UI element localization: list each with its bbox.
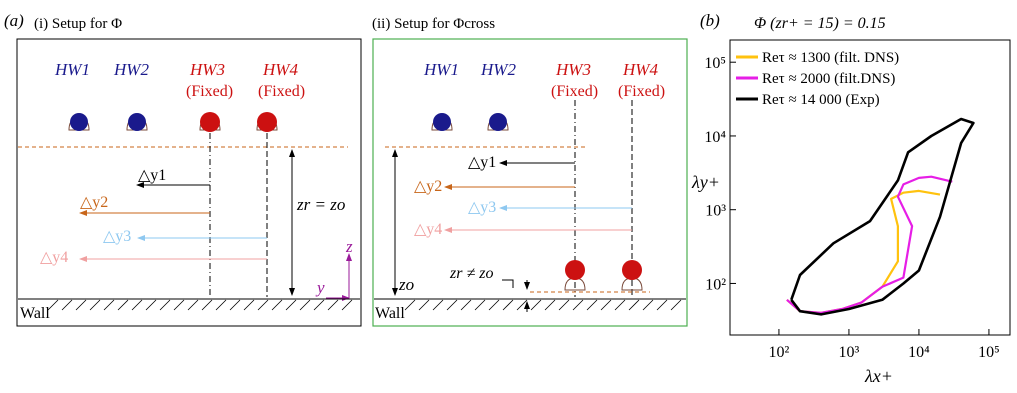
x-axis-label: λx+ <box>864 366 893 386</box>
label-dy4-ii: △y4 <box>414 221 442 238</box>
probe-hw4-ii <box>621 260 643 291</box>
y-tick-label: 10⁴ <box>704 129 726 146</box>
label-axis-z: z <box>345 237 353 256</box>
label-hw4-ii: HW4 <box>622 60 658 79</box>
label-wall-i: Wall <box>20 305 50 322</box>
label-hw2-ii: HW2 <box>480 60 516 79</box>
label-dy3-ii: △y3 <box>468 199 496 216</box>
panel-b-label: (b) <box>700 11 720 30</box>
label-hw2-i: HW2 <box>113 60 149 79</box>
legend-label-1300: Reτ ≈ 1300 (filt. DNS) <box>762 50 899 66</box>
label-zo: zo <box>398 275 414 294</box>
label-fixed4-ii: (Fixed) <box>618 83 665 100</box>
label-zr-neq-zo: zr ≠ zo <box>449 265 493 282</box>
subtitle-ii: (ii) Setup for Φcross <box>372 16 495 32</box>
legend: Reτ ≈ 1300 (filt. DNS) Reτ ≈ 2000 (filt.… <box>736 50 899 108</box>
label-dy1-ii: △y1 <box>468 154 496 171</box>
label-axis-y: y <box>315 278 325 297</box>
x-tick-label: 10⁴ <box>908 344 930 361</box>
probe-hw1-ii <box>431 113 453 131</box>
label-fixed4-i: (Fixed) <box>258 83 305 100</box>
chart-series <box>786 117 975 316</box>
probe-hw2-i <box>126 113 148 131</box>
y-tick-label: 10³ <box>705 203 726 220</box>
probe-hw1-i <box>68 113 90 131</box>
subtitle-i: (i) Setup for Φ <box>34 16 122 32</box>
label-dy2-ii: △y2 <box>414 178 442 195</box>
y-tick-label: 10² <box>705 276 726 293</box>
label-fixed3-i: (Fixed) <box>186 83 233 100</box>
label-hw4-i: HW4 <box>262 60 298 79</box>
y-axis-ticks: 10² 10³ 10⁴ 10⁵ <box>704 55 736 293</box>
plot-frame <box>729 39 1011 336</box>
label-wall-ii: Wall <box>375 305 405 322</box>
panel-a-label: (a) <box>4 11 24 30</box>
probe-hw4-i <box>256 112 278 132</box>
wall-hatch-ii <box>404 299 682 311</box>
label-fixed3-ii: (Fixed) <box>551 83 598 100</box>
box-i <box>16 38 362 327</box>
label-hw1-i: HW1 <box>54 60 90 79</box>
label-hw3-ii: HW3 <box>555 60 591 79</box>
label-dy4-i: △y4 <box>40 249 68 266</box>
series-line-2000 <box>786 175 953 314</box>
chart-title: Φ (zr+ = 15) = 0.15 <box>754 15 886 32</box>
x-tick-label: 10² <box>769 344 790 361</box>
label-dy3-i: △y3 <box>103 228 131 245</box>
box-ii <box>372 38 688 327</box>
wall-hatch-i <box>47 299 353 311</box>
leader-zr <box>502 279 514 288</box>
series-line-14000 <box>790 117 975 316</box>
label-hw3-i: HW3 <box>189 60 225 79</box>
x-tick-label: 10⁵ <box>978 344 1000 361</box>
legend-label-2000: Reτ ≈ 2000 (filt.DNS) <box>762 71 895 87</box>
legend-label-14000: Reτ ≈ 14 000 (Exp) <box>762 92 880 108</box>
x-axis-ticks: 10² 10³ 10⁴ 10⁵ <box>769 329 1000 361</box>
label-zr-eq-zo: zr = zo <box>296 195 345 214</box>
label-dy2-i: △y2 <box>80 194 108 211</box>
x-tick-label: 10³ <box>839 344 860 361</box>
probe-hw3-i <box>199 112 221 132</box>
label-dy1-i: △y1 <box>138 167 166 184</box>
series-line-1300 <box>786 189 941 314</box>
label-hw1-ii: HW1 <box>423 60 459 79</box>
probe-hw2-ii <box>487 113 509 131</box>
y-axis-label: λy+ <box>691 172 720 192</box>
probe-hw3-ii <box>564 260 586 291</box>
y-tick-label: 10⁵ <box>704 55 726 72</box>
